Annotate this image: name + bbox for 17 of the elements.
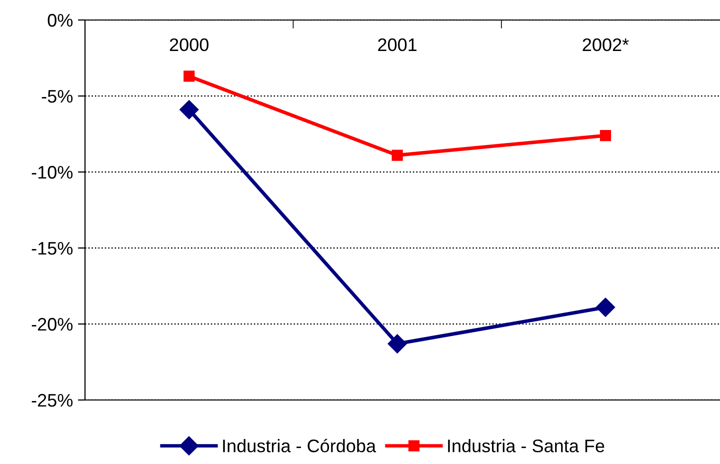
y-tick-label: -15% <box>32 242 73 255</box>
x-tick-label: 2002* <box>582 38 629 52</box>
point <box>388 334 407 354</box>
point <box>184 70 195 82</box>
legend-label: Industria - Córdoba <box>223 438 376 452</box>
y-tick-label: -5% <box>42 90 73 103</box>
y-tick-label: 0% <box>48 14 73 27</box>
x-tick-label: 2000 <box>170 38 208 52</box>
y-tick-label: -10% <box>32 166 73 179</box>
y-tick-label: -25% <box>32 394 73 407</box>
point <box>596 298 616 317</box>
legend-label: Industria - Santa Fe <box>448 439 604 452</box>
point <box>600 130 612 142</box>
y-tick-label: -20% <box>32 318 73 331</box>
x-tick-label: 2001 <box>378 38 416 52</box>
point <box>392 150 403 161</box>
point <box>180 100 199 120</box>
